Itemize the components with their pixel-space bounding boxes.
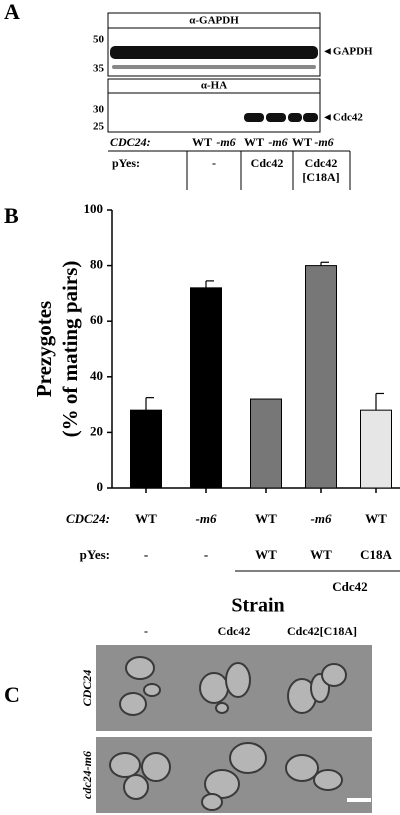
bar xyxy=(360,409,392,489)
group-label: Cdc42 xyxy=(332,579,367,594)
pyes-label: - xyxy=(204,547,208,562)
band xyxy=(266,113,286,122)
y-tick-label: 60 xyxy=(90,312,103,327)
y-axis-label: Prezygotes xyxy=(32,301,56,397)
band xyxy=(288,113,302,122)
pyes-label: - xyxy=(212,156,216,170)
panel-label: C xyxy=(4,682,20,707)
lane-label: WT xyxy=(292,135,312,149)
x-axis-label: Strain xyxy=(231,595,284,617)
lane-label: WT xyxy=(192,135,212,149)
lane-label: -m6 xyxy=(268,135,287,149)
y-tick-label: 20 xyxy=(90,423,103,438)
pyes-label: [C18A] xyxy=(302,170,339,184)
y-tick-label: 100 xyxy=(84,201,104,216)
band-label: ◄GAPDH xyxy=(322,46,373,58)
row-label: CDC24 xyxy=(80,670,94,707)
row-label: cdc24-m6 xyxy=(80,751,94,799)
pyes-label: Cdc42 xyxy=(251,156,284,170)
lane-label: -m6 xyxy=(314,135,333,149)
blot-header: α-GAPDH xyxy=(189,15,239,27)
y-tick-label: 0 xyxy=(97,479,104,494)
row-label: pYes: xyxy=(112,156,140,170)
pyes-label: Cdc42 xyxy=(305,156,338,170)
bar xyxy=(250,398,282,489)
marker: 50 xyxy=(93,34,105,46)
panel-label: A xyxy=(4,0,20,24)
pyes-label: C18A xyxy=(360,547,392,562)
marker: 25 xyxy=(93,121,105,133)
y-tick-label: 40 xyxy=(90,368,103,383)
blot-header: α-HA xyxy=(201,80,227,92)
row-label: CDC24: xyxy=(110,135,151,149)
x-tick-label: WT xyxy=(255,511,277,526)
pyes-label: - xyxy=(144,547,148,562)
bar xyxy=(130,409,162,489)
marker: 35 xyxy=(93,63,105,75)
pyes-label: WT xyxy=(255,547,277,562)
marker: 30 xyxy=(93,104,105,116)
x-tick-label: -m6 xyxy=(311,511,332,526)
lane-label: WT xyxy=(244,135,264,149)
bar xyxy=(305,265,337,489)
row-label: pYes: xyxy=(80,547,110,562)
band xyxy=(112,65,316,69)
band xyxy=(244,113,264,122)
x-tick-label: WT xyxy=(135,511,157,526)
panel-label: B xyxy=(4,203,19,228)
x-tick-label: -m6 xyxy=(196,511,217,526)
y-axis-label: (% of mating pairs) xyxy=(58,261,82,438)
scale-bar xyxy=(347,798,371,802)
pyes-label: WT xyxy=(310,547,332,562)
bar xyxy=(190,287,222,489)
x-tick-label: WT xyxy=(365,511,387,526)
band-label: ◄Cdc42 xyxy=(322,112,363,124)
y-tick-label: 80 xyxy=(90,257,103,272)
column-label: - xyxy=(144,624,148,638)
band xyxy=(303,113,318,122)
row-label: CDC24: xyxy=(66,511,110,526)
column-label: Cdc42 xyxy=(218,624,251,638)
column-label: Cdc42[C18A] xyxy=(287,624,357,638)
band xyxy=(110,46,318,59)
micrographs xyxy=(96,645,372,813)
lane-label: -m6 xyxy=(216,135,235,149)
blot-box xyxy=(107,78,321,133)
